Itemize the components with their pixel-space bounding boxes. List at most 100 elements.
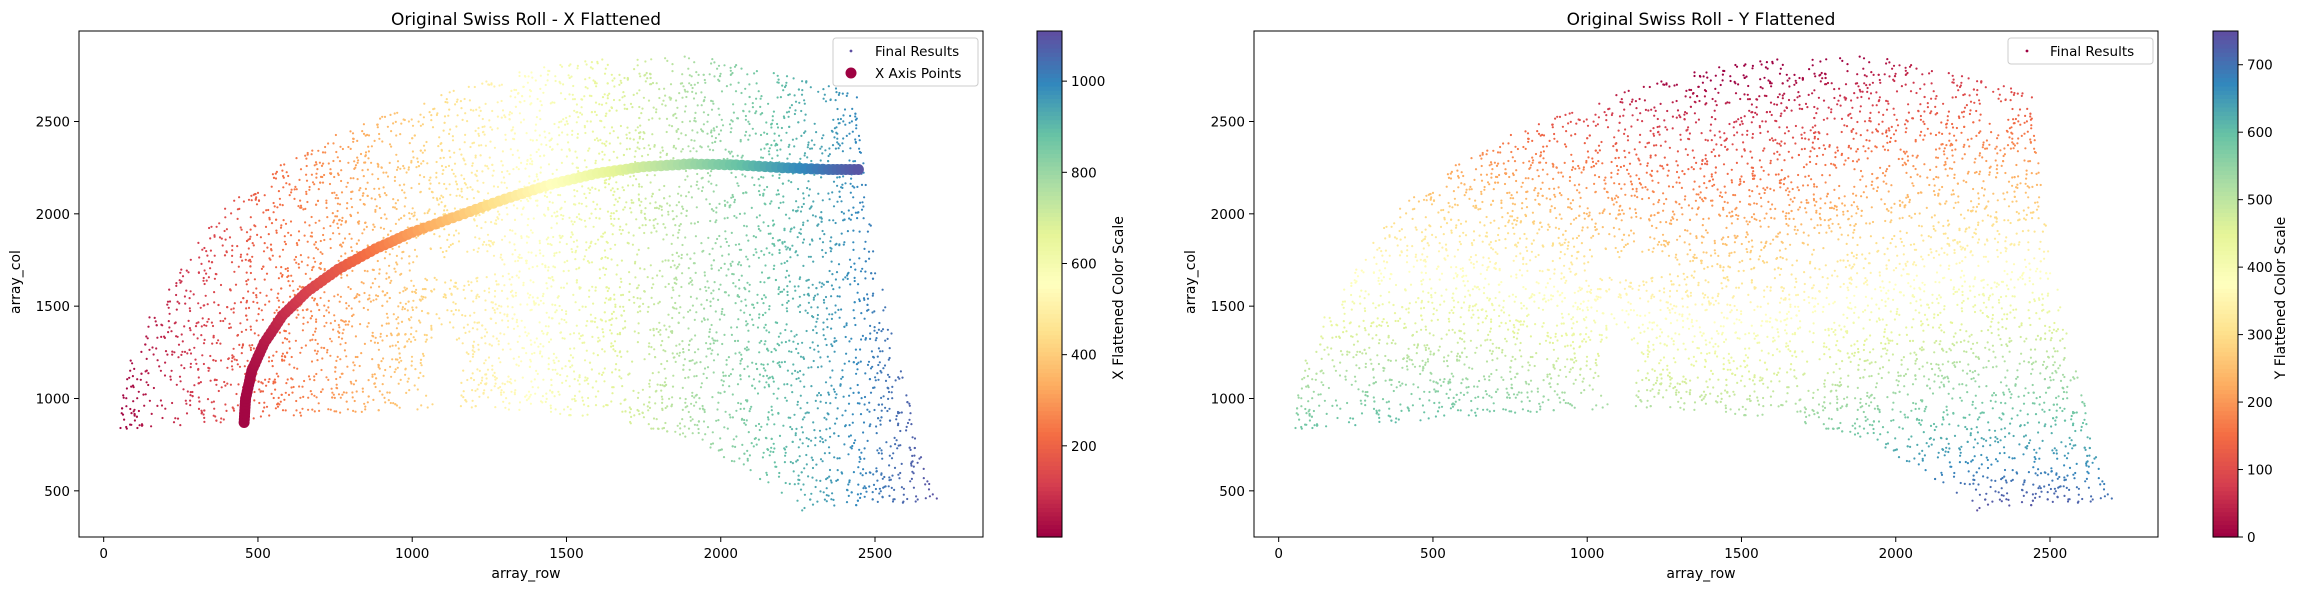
data-point [752, 306, 756, 309]
data-point [864, 472, 868, 475]
data-point [122, 394, 125, 397]
data-point [377, 363, 380, 366]
data-point [568, 115, 571, 118]
data-point [513, 132, 517, 135]
data-point [675, 344, 678, 347]
data-point [834, 147, 838, 150]
data-point [612, 193, 615, 197]
data-point [758, 351, 761, 354]
data-point [709, 304, 712, 308]
data-point [810, 139, 814, 142]
data-point [181, 350, 184, 353]
data-point [760, 363, 763, 366]
data-point [404, 345, 407, 348]
data-point [359, 198, 362, 201]
data-point [332, 328, 335, 331]
data-point [166, 300, 170, 303]
data-point [819, 436, 822, 439]
data-point [665, 117, 669, 120]
data-point [648, 379, 652, 382]
data-point [643, 290, 646, 293]
data-point [500, 181, 503, 184]
data-point [853, 441, 856, 445]
data-point [618, 228, 621, 231]
data-point [321, 357, 324, 360]
data-point [476, 250, 479, 253]
data-point [122, 396, 125, 399]
data-point [449, 193, 452, 196]
data-point [824, 295, 828, 299]
data-point [810, 238, 814, 241]
data-point [529, 279, 532, 282]
data-point [668, 195, 671, 198]
data-point [363, 228, 366, 231]
data-point [733, 65, 737, 68]
data-point [323, 173, 326, 177]
data-point [724, 230, 727, 233]
data-point [849, 182, 852, 185]
data-point [362, 306, 365, 310]
data-point [537, 303, 540, 306]
data-point [590, 61, 594, 64]
data-point [658, 204, 662, 207]
data-point [430, 336, 433, 339]
data-point [636, 297, 639, 300]
data-point [680, 194, 683, 197]
data-point [384, 250, 387, 254]
data-point [888, 356, 891, 360]
data-point [709, 174, 712, 177]
data-point [230, 212, 233, 215]
data-point [470, 289, 473, 292]
data-point [264, 378, 267, 381]
data-point [614, 243, 617, 246]
data-point [889, 478, 893, 481]
data-point [699, 386, 703, 389]
data-point [265, 384, 268, 387]
data-point [129, 423, 132, 426]
data-point [527, 217, 530, 221]
data-point [710, 182, 713, 185]
data-point [313, 164, 316, 167]
data-point [663, 184, 666, 188]
data-point [375, 294, 378, 297]
data-point [264, 225, 268, 228]
data-point [678, 351, 682, 354]
data-point [788, 106, 792, 109]
data-point [410, 161, 413, 164]
data-point [419, 371, 422, 374]
data-point [781, 242, 784, 245]
data-point [848, 132, 851, 135]
data-point [164, 350, 168, 353]
data-point [772, 72, 775, 75]
data-point [452, 326, 455, 329]
data-point [335, 359, 338, 362]
data-point [604, 114, 607, 118]
data-point [788, 217, 791, 220]
data-point [300, 206, 303, 209]
data-point [636, 126, 639, 129]
data-point [121, 407, 124, 410]
data-point [152, 353, 155, 356]
data-point [347, 323, 350, 326]
data-point [745, 130, 748, 133]
data-point [763, 326, 766, 329]
data-point [194, 358, 197, 361]
data-point [681, 205, 684, 208]
data-point [261, 390, 265, 393]
data-point [544, 191, 547, 194]
data-point [626, 350, 629, 353]
data-point [822, 321, 825, 324]
data-point [156, 404, 159, 407]
data-point [649, 264, 652, 267]
data-point [571, 233, 574, 236]
data-point [858, 147, 861, 150]
data-point [415, 255, 418, 258]
data-point [676, 265, 679, 268]
data-point [687, 327, 690, 330]
data-point [603, 231, 607, 234]
data-point [743, 367, 746, 371]
data-point [730, 264, 733, 267]
data-point [341, 147, 344, 151]
data-point [619, 79, 622, 82]
data-point [836, 132, 839, 135]
